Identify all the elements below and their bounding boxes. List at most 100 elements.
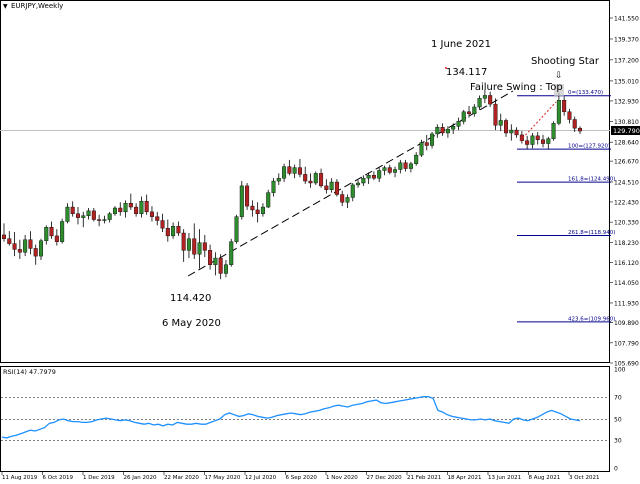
candle xyxy=(414,152,419,166)
candle-body xyxy=(414,154,419,164)
candle-body xyxy=(292,167,297,174)
fibonacci-extension[interactable]: 0=(133.470) 100=(127.920) 161.8=(124.490) 2… xyxy=(517,90,615,323)
candle xyxy=(54,229,59,246)
candle-body xyxy=(467,111,472,114)
candle-body xyxy=(530,135,535,145)
candle xyxy=(192,223,197,259)
price-tick-label: 124.510 xyxy=(614,179,639,186)
candle-body xyxy=(260,206,265,214)
candle xyxy=(81,211,86,228)
candle-body xyxy=(340,194,345,203)
time-tick-label: 27 Dec 2020 xyxy=(367,475,403,480)
candle xyxy=(250,200,255,217)
candle xyxy=(245,182,250,210)
candle xyxy=(282,163,287,183)
candle xyxy=(340,190,345,207)
price-tick-label: 137.200 xyxy=(614,57,639,64)
time-tick-label: 6 Sep 2020 xyxy=(286,475,318,480)
candle xyxy=(498,113,503,132)
candle-body xyxy=(181,232,186,251)
candle xyxy=(350,182,355,202)
candle-body xyxy=(202,242,207,251)
candle xyxy=(38,238,43,260)
shooting-star-highlight xyxy=(554,84,564,96)
candle xyxy=(271,178,276,197)
candle-body xyxy=(97,219,102,221)
candle xyxy=(112,206,117,216)
candle-body xyxy=(75,213,80,218)
candle-body xyxy=(208,250,213,265)
rsi-level-label: 70 xyxy=(614,395,622,402)
candle-body xyxy=(287,166,292,174)
candle-body xyxy=(102,219,107,221)
candle xyxy=(181,229,186,262)
candle xyxy=(445,126,450,138)
price-tick-label: 126.670 xyxy=(614,159,639,166)
candle xyxy=(408,161,413,173)
candle-body xyxy=(541,139,546,144)
candle-body xyxy=(17,249,22,253)
candle-body xyxy=(477,98,482,108)
candle xyxy=(308,173,313,188)
candle xyxy=(535,132,540,145)
swing-label: Failure Swing : Top xyxy=(470,82,563,93)
candle xyxy=(334,179,339,197)
candle-body xyxy=(445,128,450,134)
fib-level-label: 0=(133.470) xyxy=(568,90,603,96)
candle-body xyxy=(451,126,456,130)
time-tick-label: 18 Apr 2021 xyxy=(448,475,482,480)
price-tick-label: 118.230 xyxy=(614,240,639,247)
candle-body xyxy=(234,216,239,242)
candle-body xyxy=(398,162,403,170)
candle xyxy=(186,233,191,259)
candle xyxy=(493,98,498,131)
candle-body xyxy=(440,126,445,134)
candle xyxy=(123,200,128,218)
down-arrow-icon: ⇩ xyxy=(555,71,563,81)
candle xyxy=(509,124,514,141)
candle xyxy=(107,211,112,223)
candle-body xyxy=(435,126,440,135)
price-tick-label: 141.550 xyxy=(614,16,639,23)
candle xyxy=(361,175,366,186)
candle-body xyxy=(118,207,123,213)
price-tick-label: 105.690 xyxy=(614,361,639,368)
candle xyxy=(213,252,218,276)
candle xyxy=(155,211,160,226)
price-tick-label: 120.330 xyxy=(614,220,639,227)
candle xyxy=(171,222,176,239)
candle xyxy=(260,203,265,217)
candle-body xyxy=(472,106,477,114)
candle-body xyxy=(44,227,49,241)
candle xyxy=(97,214,102,227)
rsi-axis: 100 70 50 30 0 xyxy=(614,367,626,473)
candle xyxy=(44,225,49,245)
candle xyxy=(356,180,361,188)
candle xyxy=(91,208,96,222)
candle-body xyxy=(223,264,228,274)
time-tick-label: 8 Aug 2021 xyxy=(529,475,561,480)
candle xyxy=(435,124,440,138)
trend-line[interactable] xyxy=(187,90,514,277)
candle-body xyxy=(12,243,17,250)
candle-body xyxy=(160,220,165,229)
candle xyxy=(149,206,154,222)
candle-body xyxy=(387,167,392,173)
candlestick-series xyxy=(2,89,583,280)
time-tick-label: 21 Feb 2021 xyxy=(407,475,441,480)
candle-body xyxy=(424,142,429,146)
candle-body xyxy=(393,169,398,173)
candle-body xyxy=(430,133,435,146)
candle xyxy=(12,232,17,257)
candle xyxy=(303,166,308,184)
candle xyxy=(287,159,292,176)
candle-body xyxy=(65,206,70,222)
candle xyxy=(28,231,33,255)
candle xyxy=(514,127,519,138)
candle-body xyxy=(54,235,59,242)
candle xyxy=(118,202,123,216)
pattern-label: Shooting Star xyxy=(531,56,600,67)
candle-body xyxy=(38,240,43,257)
current-price-label: 129.790 xyxy=(613,127,640,135)
